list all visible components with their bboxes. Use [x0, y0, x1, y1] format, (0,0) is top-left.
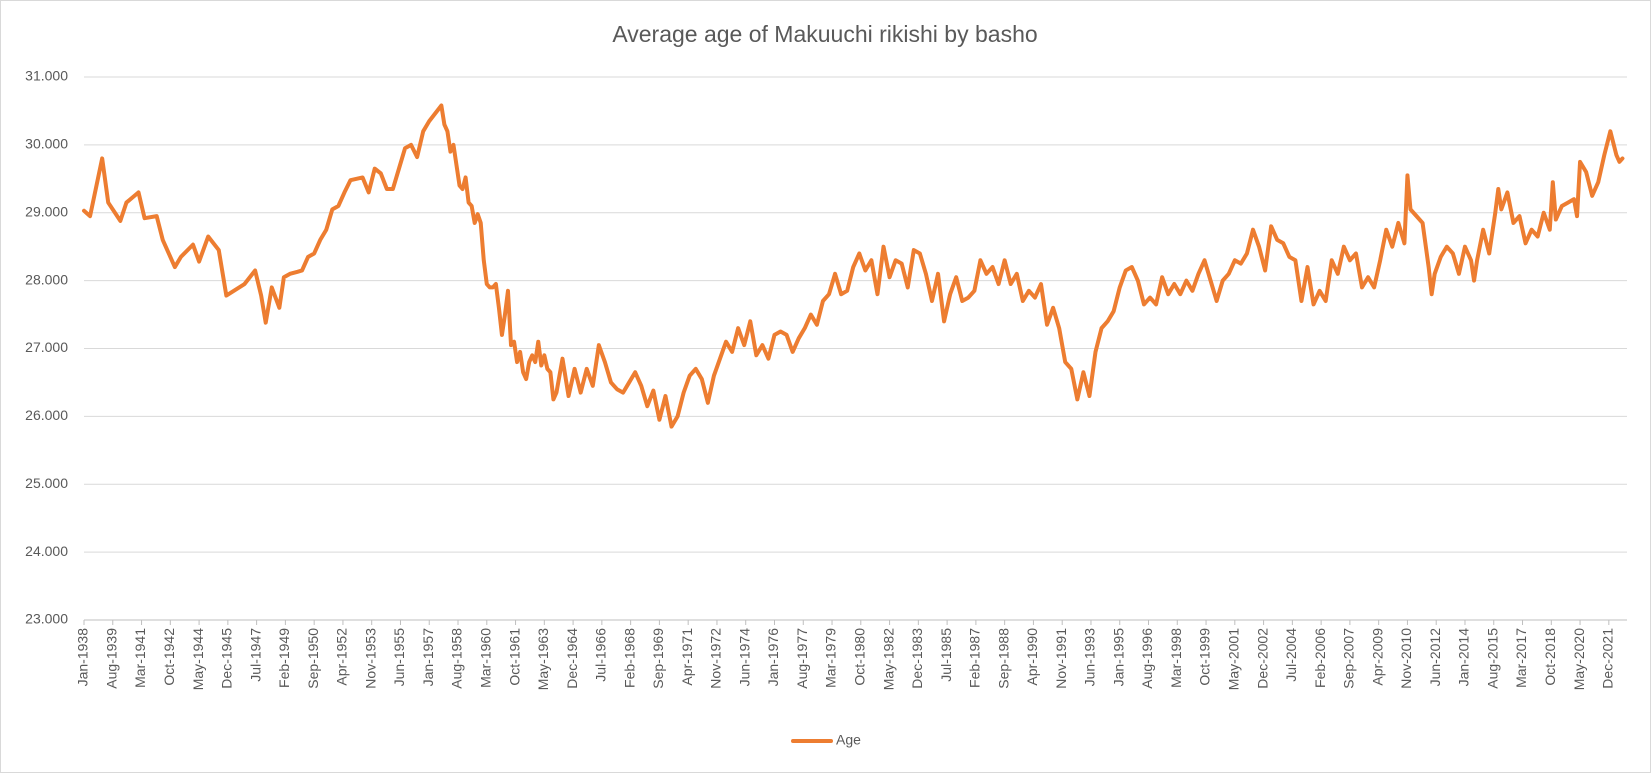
x-tick-label: May-1944: [190, 628, 206, 690]
x-tick-label: Sep-1969: [650, 628, 666, 689]
x-tick-label: Apr-1990: [1024, 628, 1040, 686]
x-tick-label: Mar-2017: [1513, 628, 1529, 688]
x-tick-label: Oct-1961: [506, 628, 522, 686]
x-tick-label: Oct-1942: [161, 628, 177, 686]
y-tick-label: 23.000: [25, 611, 68, 627]
x-tick-label: Feb-1949: [276, 628, 292, 688]
x-tick-label: Jan-1995: [1110, 628, 1126, 687]
x-tick-label: Oct-1999: [1197, 628, 1213, 686]
x-tick-label: May-1982: [880, 628, 896, 690]
y-tick-label: 25.000: [25, 475, 68, 491]
x-tick-label: Sep-1988: [995, 628, 1011, 689]
x-tick-label: Aug-1996: [1139, 628, 1155, 689]
x-tick-label: Jan-1938: [75, 628, 91, 687]
x-tick-label: Nov-1953: [362, 628, 378, 689]
legend-label: Age: [836, 732, 861, 748]
x-tick-label: Nov-1972: [708, 628, 724, 689]
x-tick-label: Nov-2010: [1398, 628, 1414, 689]
x-tick-label: Jun-1993: [1082, 628, 1098, 687]
x-tick-label: Jul-1947: [247, 628, 263, 682]
x-tick-label: Apr-1971: [679, 628, 695, 686]
x-tick-label: Jan-1957: [420, 628, 436, 687]
x-tick-label: Sep-2007: [1341, 628, 1357, 689]
x-tick-label: Jun-2012: [1427, 628, 1443, 687]
x-tick-label: May-1963: [535, 628, 551, 690]
x-tick-label: Jun-1955: [391, 628, 407, 687]
x-tick-label: Mar-1979: [823, 628, 839, 688]
y-tick-label: 30.000: [25, 136, 68, 152]
chart-title: Average age of Makuuchi rikishi by basho: [612, 21, 1037, 47]
x-tick-label: Sep-1950: [305, 628, 321, 689]
x-tick-label: Nov-1991: [1053, 628, 1069, 689]
x-tick-label: May-2001: [1226, 628, 1242, 690]
x-tick-label: Feb-1987: [967, 628, 983, 688]
y-tick-label: 24.000: [25, 543, 68, 559]
y-tick-label: 29.000: [25, 203, 68, 219]
x-tick-label: Jun-1974: [736, 628, 752, 687]
x-tick-label: Jul-1985: [938, 628, 954, 682]
x-tick-label: Feb-2006: [1312, 628, 1328, 688]
x-tick-label: Oct-2018: [1542, 628, 1558, 686]
x-tick-label: Aug-1958: [449, 628, 465, 689]
y-tick-label: 31.000: [25, 68, 68, 84]
x-tick-label: Dec-1945: [219, 628, 235, 689]
x-tick-label: Jan-2014: [1456, 628, 1472, 687]
y-tick-label: 28.000: [25, 271, 68, 287]
x-tick-label: Mar-1960: [477, 628, 493, 688]
x-tick-label: Jan-1976: [765, 628, 781, 687]
x-tick-label: Dec-2021: [1600, 628, 1616, 689]
x-tick-label: Dec-1983: [909, 628, 925, 689]
x-tick-label: Jul-1966: [593, 628, 609, 682]
data-line: [82, 103, 1625, 429]
x-tick-label: Aug-1977: [794, 628, 810, 689]
x-tick-label: Aug-1939: [103, 628, 119, 689]
x-tick-label: Apr-2009: [1369, 628, 1385, 686]
y-tick-label: 26.000: [25, 407, 68, 423]
x-tick-label: Dec-2002: [1254, 628, 1270, 689]
x-tick-label: Feb-1968: [621, 628, 637, 688]
y-tick-label: 27.000: [25, 339, 68, 355]
x-tick-label: Mar-1998: [1168, 628, 1184, 688]
x-tick-label: Aug-2015: [1484, 628, 1500, 689]
x-tick-label: Apr-1952: [334, 628, 350, 686]
x-tick-label: Dec-1964: [564, 628, 580, 689]
x-tick-label: May-2020: [1571, 628, 1587, 690]
x-tick-label: Oct-1980: [852, 628, 868, 686]
x-tick-label: Jul-2004: [1283, 628, 1299, 682]
x-tick-label: Mar-1941: [132, 628, 148, 688]
